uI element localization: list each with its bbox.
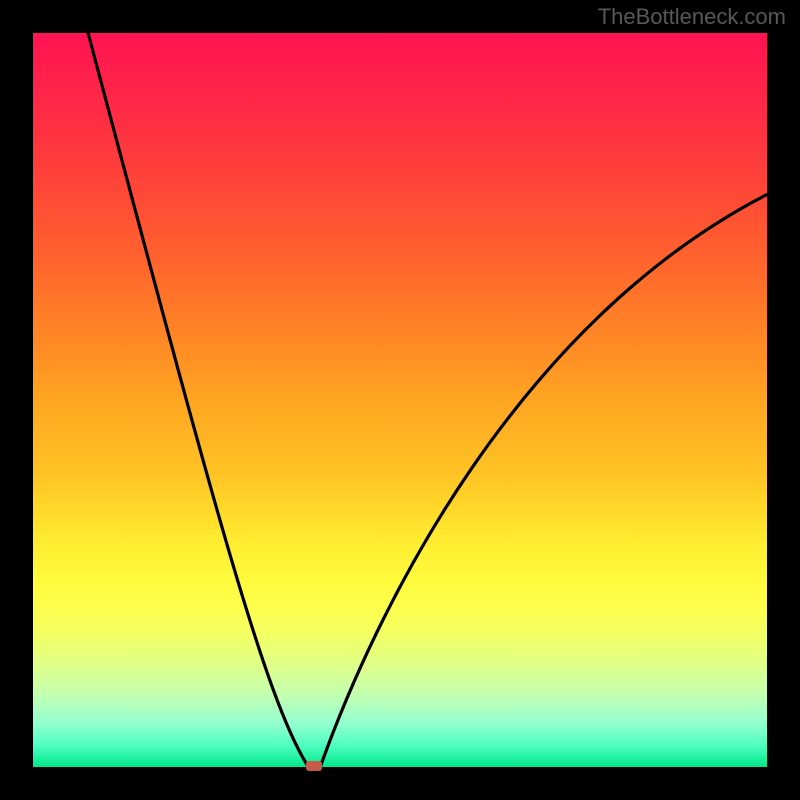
gradient-background	[33, 33, 767, 767]
optimal-point-marker	[306, 761, 322, 771]
watermark-text: TheBottleneck.com	[598, 4, 786, 30]
chart-canvas: TheBottleneck.com	[0, 0, 800, 800]
plot-svg	[33, 33, 767, 767]
plot-area	[33, 33, 767, 767]
